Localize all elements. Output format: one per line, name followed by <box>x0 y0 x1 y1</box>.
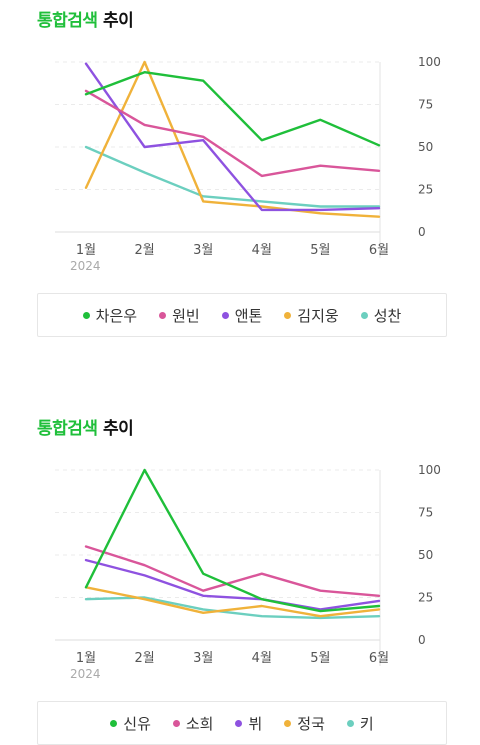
chart-title-highlight: 통합검색 <box>37 11 98 31</box>
legend-item[interactable]: 차은우 <box>82 305 138 326</box>
x-tick-label: 2월 <box>134 243 154 258</box>
y-tick-label: 100 <box>418 55 441 69</box>
legend-dot-icon <box>159 311 167 319</box>
chart-title: 통합검색 추이 <box>37 414 134 439</box>
year-label: 2024 <box>70 667 101 681</box>
legend-label: 원빈 <box>172 306 200 325</box>
x-tick-label: 4월 <box>252 651 272 666</box>
legend-item[interactable]: 원빈 <box>159 305 200 326</box>
legend-dot-icon <box>284 311 292 319</box>
legend-label: 김지웅 <box>297 306 339 325</box>
legend-dot-icon <box>82 311 90 319</box>
legend-dot-icon <box>360 311 368 319</box>
legend-item[interactable]: 소희 <box>172 713 214 734</box>
legend-item[interactable]: 정국 <box>284 713 325 734</box>
chart-title-rest: 추이 <box>102 419 134 439</box>
year-label: 2024 <box>70 259 101 273</box>
legend-item[interactable]: 신유 <box>110 713 151 734</box>
legend-label: 차은우 <box>95 306 138 325</box>
legend-label: 앤톤 <box>234 306 263 325</box>
legend-dot-icon <box>346 719 354 727</box>
y-tick-label: 50 <box>418 548 433 562</box>
y-tick-label: 75 <box>418 98 433 112</box>
y-tick-label: 100 <box>418 463 441 477</box>
x-tick-label: 4월 <box>252 243 272 258</box>
series-line <box>84 468 381 613</box>
legend-item[interactable]: 앤톤 <box>221 305 263 326</box>
y-tick-label: 75 <box>418 506 433 520</box>
x-tick-label: 1월 <box>76 651 96 666</box>
series-line <box>84 62 381 212</box>
legend-dot-icon <box>235 719 243 727</box>
legend-item[interactable]: 뷔 <box>235 713 262 734</box>
legend-label: 소희 <box>185 714 214 733</box>
y-tick-label: 0 <box>418 225 426 239</box>
line-chart-2: 0 25 50 75 100 1월 2월 3월 4월 5월 6월 2024 <box>55 463 441 681</box>
chart-title-highlight: 통합검색 <box>37 419 98 439</box>
legend-label: 키 <box>359 714 374 733</box>
x-tick-label: 1월 <box>76 243 96 258</box>
y-tick-label: 50 <box>418 140 433 154</box>
chart-title-rest: 추이 <box>102 11 134 31</box>
x-tick-label: 6월 <box>369 243 389 258</box>
legend-dot-icon <box>110 719 118 727</box>
legend-item[interactable]: 성찬 <box>360 305 402 326</box>
x-tick-label: 3월 <box>193 651 213 666</box>
legend-dot-icon <box>172 719 180 727</box>
series-line <box>84 70 381 147</box>
legend-label: 성찬 <box>373 306 402 325</box>
line-chart-1: 0 25 50 75 100 1월 2월 3월 4월 5월 6월 2024 <box>55 55 441 273</box>
series-line <box>84 558 381 611</box>
chart-title: 통합검색 추이 <box>37 6 134 31</box>
legend-dot-icon <box>221 311 229 319</box>
x-tick-label: 6월 <box>369 651 389 666</box>
legend-dot-icon <box>284 719 292 727</box>
legend-item[interactable]: 김지웅 <box>284 305 339 326</box>
legend-label: 뷔 <box>248 714 263 733</box>
y-tick-label: 25 <box>418 591 433 605</box>
chart-legend-2: 신유 소희 뷔 정국 키 <box>37 701 447 745</box>
x-tick-label: 3월 <box>193 243 213 258</box>
legend-item[interactable]: 키 <box>346 713 374 734</box>
series-line <box>84 145 381 208</box>
chart-panel-2: 통합검색 추이 0 25 50 75 100 1월 2월 3월 4월 5월 6월 2024 신유 소희 뷔… <box>0 408 480 745</box>
x-tick-label: 5월 <box>310 243 330 258</box>
y-tick-label: 25 <box>418 183 433 197</box>
series-line <box>84 545 381 598</box>
legend-label: 신유 <box>123 714 151 733</box>
x-tick-label: 2월 <box>134 651 154 666</box>
chart-panel-1: 통합검색 추이 0 25 50 75 100 1월 2월 3월 4월 5월 6월 2024 차은우 원빈… <box>0 0 480 350</box>
legend-label: 정국 <box>297 714 325 733</box>
y-tick-label: 0 <box>418 633 426 647</box>
series-line <box>84 586 381 618</box>
series-line <box>84 89 381 178</box>
chart-legend-1: 차은우 원빈 앤톤 김지웅 성찬 <box>37 293 447 337</box>
x-tick-label: 5월 <box>310 651 330 666</box>
series-line <box>84 60 381 218</box>
